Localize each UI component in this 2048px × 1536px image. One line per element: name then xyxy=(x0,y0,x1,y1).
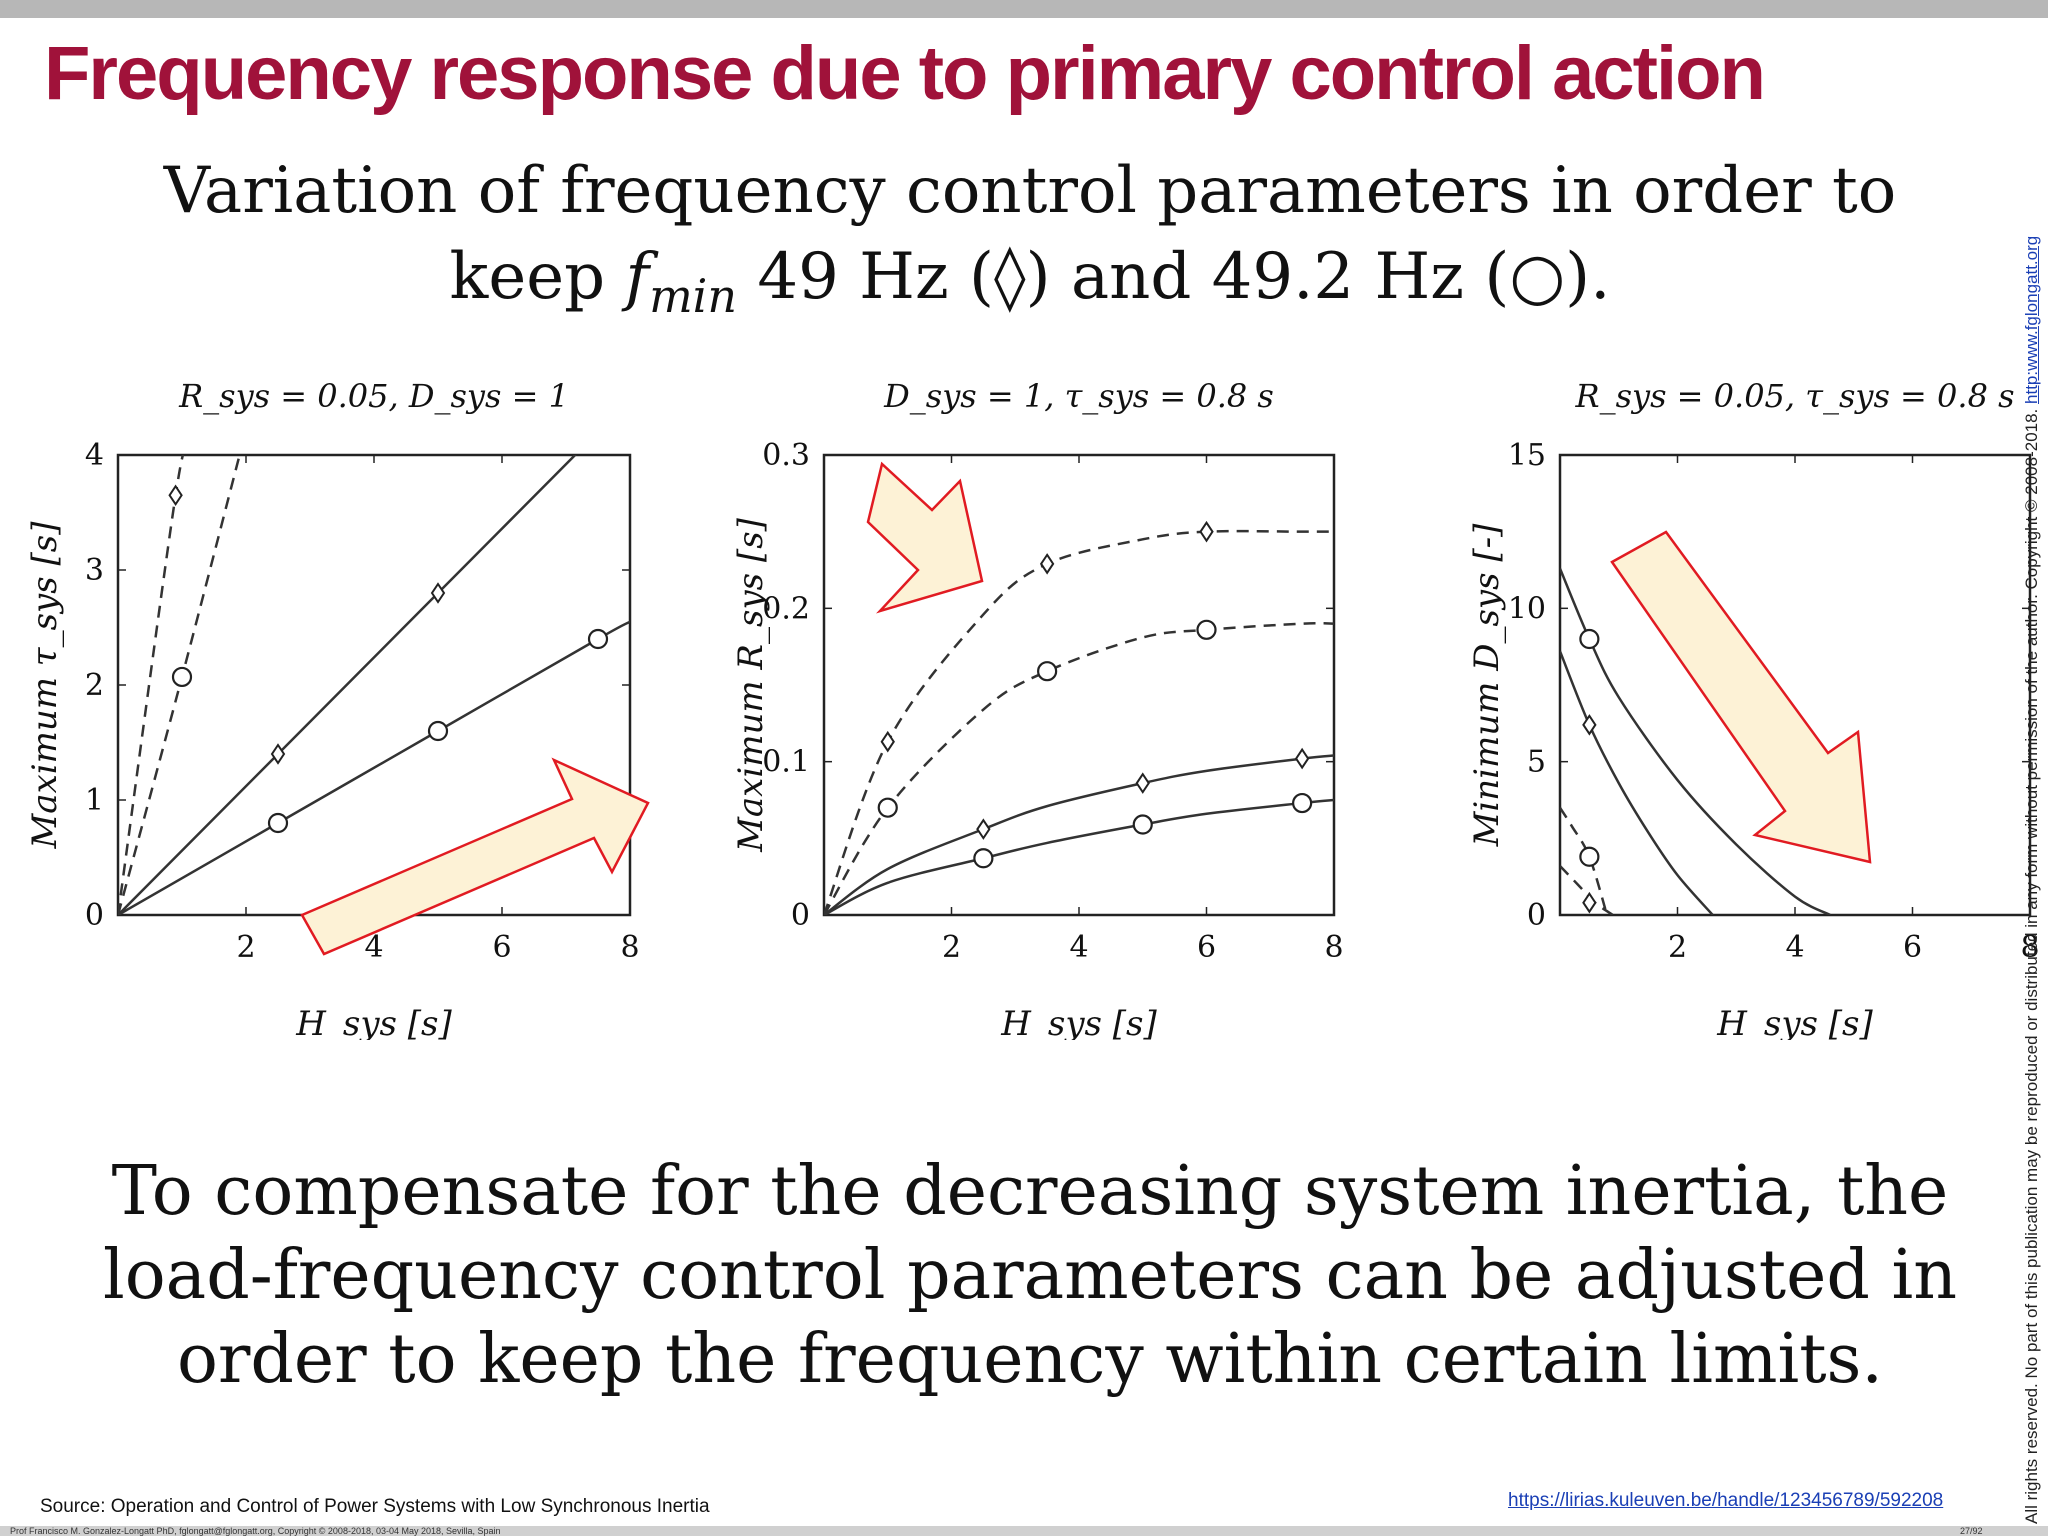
side-link[interactable]: http:www.fglongatt.org xyxy=(2022,235,2041,404)
subtitle-keep: keep xyxy=(449,240,606,314)
circle-marker xyxy=(1037,661,1058,682)
charts-area: 2 4 6 8 0 1 2 3 4 R_sys = 0.05, D_sys = 1 H_sys [s… xyxy=(0,360,2048,1040)
y-tick-label: 10 xyxy=(1508,591,1546,626)
x-tick-label: 4 xyxy=(364,930,383,965)
diamond-marker xyxy=(168,484,183,507)
top-bar xyxy=(0,0,2048,18)
y-tick-label: 15 xyxy=(1508,438,1546,473)
circle-marker xyxy=(1292,792,1313,814)
series-line-3 xyxy=(824,754,1334,915)
chart-3: 2 4 6 8 0 5 10 15 R_sys = 0.05, τ_sys = 0.8 s H_s… xyxy=(1467,377,2040,1040)
y-tick-label: 2 xyxy=(85,668,104,703)
diamond-marker xyxy=(976,818,991,840)
x-tick-label: 2 xyxy=(236,930,255,965)
subtitle-rest: 49 Hz (◊) and 49.2 Hz (○). xyxy=(757,240,1611,314)
x-tick-label: 6 xyxy=(1903,930,1922,965)
f-subscript: min xyxy=(649,269,738,323)
copyright-vertical: All rights reserved. No part of this pub… xyxy=(2022,94,2042,1524)
series-line-2 xyxy=(1560,650,1714,915)
diamond-marker xyxy=(1039,553,1055,575)
x-tick-label: 6 xyxy=(1197,930,1216,965)
series-line-2 xyxy=(824,621,1334,915)
y-tick-label: 1 xyxy=(85,783,104,818)
diamond-marker xyxy=(1582,714,1597,736)
bottom-bar xyxy=(0,1526,2048,1536)
copyright-note: All rights reserved. No part of this pub… xyxy=(2022,408,2041,1524)
y-tick-label: 0 xyxy=(791,898,810,933)
charts-svg: 2 4 6 8 0 1 2 3 4 R_sys = 0.05, D_sys = 1 H_sys [s… xyxy=(25,377,2040,1040)
circle-marker xyxy=(1196,619,1217,640)
series-line-4 xyxy=(824,798,1334,915)
y-tick-label: 4 xyxy=(85,438,104,473)
y-axis-label: Maximum τ_sys [s] xyxy=(25,521,65,850)
circle-marker xyxy=(1132,814,1153,835)
x-axis-label: H_sys [s] xyxy=(1000,1004,1157,1040)
series-line-2 xyxy=(118,620,630,915)
y-tick-label: 0.3 xyxy=(762,438,810,473)
x-tick-label: 8 xyxy=(2020,930,2039,965)
y-axis-label: Minimum D_sys [-] xyxy=(1467,523,1507,848)
diamond-marker xyxy=(1294,747,1310,770)
series-line-3 xyxy=(118,455,190,915)
footer-text: Prof Francisco M. Gonzalez-Longatt PhD, … xyxy=(10,1526,501,1536)
diamond-marker xyxy=(430,582,446,604)
source-text: Source: Operation and Control of Power S… xyxy=(40,1496,710,1517)
x-tick-label: 4 xyxy=(1785,930,1804,965)
x-tick-label: 8 xyxy=(620,930,639,965)
y-tick-label: 0 xyxy=(1527,898,1546,933)
chart-1: 2 4 6 8 0 1 2 3 4 R_sys = 0.05, D_sys = 1 H_sys [s… xyxy=(25,377,650,1040)
x-axis-label: H_sys [s] xyxy=(1716,1004,1873,1040)
arrow-shape xyxy=(866,461,984,614)
y-tick-label: 0 xyxy=(85,898,104,933)
chart-title: R_sys = 0.05, D_sys = 1 xyxy=(178,377,569,415)
series-line-1 xyxy=(118,455,577,915)
chart-title: R_sys = 0.05, τ_sys = 0.8 s xyxy=(1574,377,2014,415)
series-line-3 xyxy=(1560,806,1609,915)
circle-marker xyxy=(267,812,289,834)
circle-marker xyxy=(171,666,193,688)
x-tick-label: 2 xyxy=(942,930,961,965)
series-line-4 xyxy=(1560,865,1614,915)
y-tick-label: 0.1 xyxy=(762,745,810,780)
x-tick-label: 8 xyxy=(1324,930,1343,965)
circle-marker xyxy=(1579,846,1600,867)
x-tick-label: 2 xyxy=(1668,930,1687,965)
f-symbol: f xyxy=(625,240,650,314)
diamond-marker xyxy=(270,743,286,765)
y-tick-label: 0.2 xyxy=(762,591,810,626)
diamond-marker xyxy=(880,730,895,753)
diamond-marker xyxy=(1582,891,1597,914)
y-axis-label: Maximum R_sys [s] xyxy=(731,517,771,853)
diamond-marker xyxy=(1135,772,1150,794)
y-tick-label: 5 xyxy=(1527,745,1546,780)
plot-frame xyxy=(1558,453,2032,917)
diamond-marker xyxy=(1199,520,1214,543)
subtitle-line-2: keep fmin 49 Hz (◊) and 49.2 Hz (○). xyxy=(40,234,2020,339)
arrow-shape xyxy=(1610,530,1872,864)
chart-2: 2 4 6 8 0 0.1 0.2 0.3 D_sys = 1, τ_sys = 0.8 s H_… xyxy=(731,377,1344,1040)
x-tick-label: 4 xyxy=(1069,930,1088,965)
source-link[interactable]: https://lirias.kuleuven.be/handle/123456… xyxy=(1508,1490,1944,1511)
x-tick-label: 6 xyxy=(492,930,511,965)
circle-marker xyxy=(427,720,449,742)
slide-subtitle: Variation of frequency control parameter… xyxy=(40,148,2020,339)
chart-title: D_sys = 1, τ_sys = 0.8 s xyxy=(883,377,1274,415)
direction-arrow xyxy=(300,757,650,956)
x-axis-label: H_sys [s] xyxy=(295,1004,452,1040)
arrow-shape xyxy=(300,757,650,956)
slide-title: Frequency response due to primary contro… xyxy=(44,31,1766,116)
circle-marker xyxy=(877,797,898,818)
circle-marker xyxy=(587,628,609,650)
subtitle-line-1: Variation of frequency control parameter… xyxy=(163,154,1897,228)
circle-marker xyxy=(1579,628,1600,650)
y-tick-label: 3 xyxy=(85,553,104,588)
body-text: To compensate for the decreasing system … xyxy=(102,1152,1958,1399)
direction-arrow xyxy=(866,461,984,614)
circle-marker xyxy=(973,848,994,869)
page-number: 27/92 xyxy=(1960,1526,1983,1536)
direction-arrow xyxy=(1610,530,1872,864)
